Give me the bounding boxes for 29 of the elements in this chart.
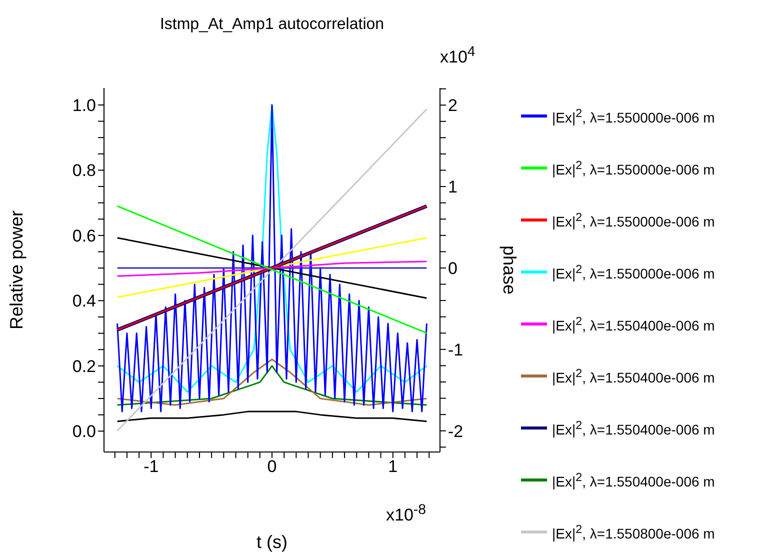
y-tick-label: 0.4	[72, 292, 96, 311]
y-tick-label: 0.8	[72, 161, 96, 180]
y2-axis-title: phase	[500, 245, 520, 295]
y-tick-label: 0.0	[72, 422, 96, 442]
legend-label: |Ex|$^{2}$, λ=1.550000e-006 m	[552, 262, 715, 282]
legend-label: |Ex|$^{2}$, λ=1.550400e-006 m	[552, 470, 715, 490]
legend-label: |Ex|$^{2}$, λ=1.550400e-006 m	[552, 418, 715, 438]
legend-label: |Ex|$^{2}$, λ=1.550000e-006 m	[552, 210, 715, 230]
y-tick-label: 0.6	[72, 226, 96, 246]
text: x10$^{4}$	[440, 44, 476, 68]
y-tick-label: 1.0	[72, 96, 96, 115]
y-axis-title: Relative power	[6, 210, 26, 330]
chart-title: Istmp_At_Amp1 autocorrelation	[158, 16, 386, 34]
legend-label: |Ex|$^{2}$, λ=1.550400e-006 m	[552, 314, 715, 334]
y2-tick-label: 1	[448, 178, 458, 197]
y2-tick-label: -1	[448, 340, 464, 360]
legend-label: |Ex|$^{2}$, λ=1.550000e-006 m	[552, 158, 715, 178]
legend-label: |Ex|$^{2}$, λ=1.550400e-006 m	[552, 366, 715, 386]
text: x10$^{-8}$	[386, 502, 426, 526]
y2-tick-label: 0	[448, 259, 458, 278]
legend-label: |Ex|$^{2}$, λ=1.550800e-006 m	[552, 522, 715, 542]
x-axis-title: t (s)	[256, 532, 288, 552]
x-tick-label: 1	[388, 457, 398, 476]
y-tick-label: 0.2	[72, 356, 96, 376]
legend-label: |Ex|$^{2}$, λ=1.550000e-006 m	[552, 106, 715, 126]
x-tick-label: -1	[144, 457, 159, 476]
y2-tick-label: -2	[448, 422, 464, 441]
x-tick-label: 0	[267, 457, 277, 476]
y2-tick-label: 2	[448, 96, 458, 116]
